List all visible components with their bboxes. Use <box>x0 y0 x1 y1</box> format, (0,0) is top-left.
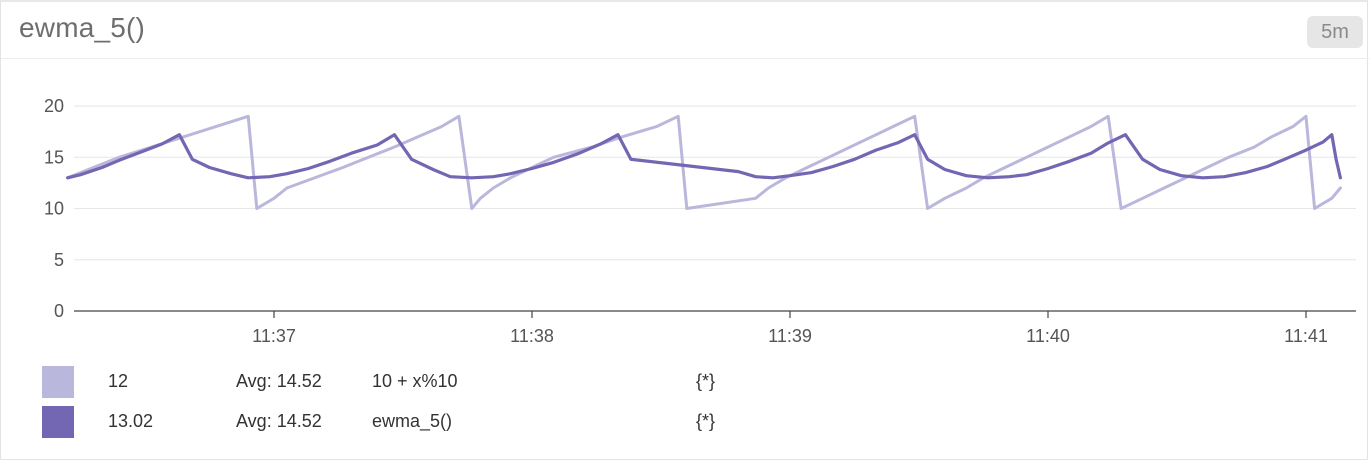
series-line-ewma <box>65 133 1343 180</box>
legend-swatch-ewma <box>42 406 74 438</box>
y-tick-label: 15 <box>44 147 64 167</box>
y-tick-label: 0 <box>54 301 64 321</box>
chart-axes: 0 5 10 15 20 11:37 11:38 11:39 11:40 11:41 <box>44 96 1356 346</box>
y-tick-label: 10 <box>44 199 64 219</box>
legend-current-value: 12 <box>108 371 129 391</box>
legend-row-ewma[interactable]: 13.02 Avg: 14.52 ewma_5() {*} <box>0 406 1370 440</box>
x-tick-label: 11:39 <box>768 326 812 346</box>
widget-title: ewma_5() <box>19 12 146 43</box>
legend-series-name: 10 + x%10 <box>372 371 458 391</box>
x-tick-label: 11:38 <box>510 326 554 346</box>
legend-tags: {*} <box>696 371 716 391</box>
y-tick-label: 5 <box>54 250 64 270</box>
x-tick-label: 11:37 <box>252 326 296 346</box>
widget-header: ewma_5() 5m <box>1 2 1369 59</box>
x-tick-label: 11:40 <box>1026 326 1070 346</box>
y-tick-label: 20 <box>44 96 64 116</box>
chart-grid <box>74 105 1356 261</box>
legend-series-name: ewma_5() <box>372 411 453 431</box>
legend-swatch-raw <box>42 366 74 398</box>
legend-current-value: 13.02 <box>108 411 154 431</box>
legend-row-raw[interactable]: 12 Avg: 14.52 10 + x%10 {*} <box>0 366 1370 400</box>
chart-series <box>65 114 1343 210</box>
time-range-badge[interactable]: 5m <box>1307 16 1363 48</box>
legend-tags: {*} <box>696 411 716 431</box>
legend-average: Avg: 14.52 <box>236 411 322 431</box>
x-tick-label: 11:41 <box>1284 326 1328 346</box>
legend-average: Avg: 14.52 <box>236 371 322 391</box>
